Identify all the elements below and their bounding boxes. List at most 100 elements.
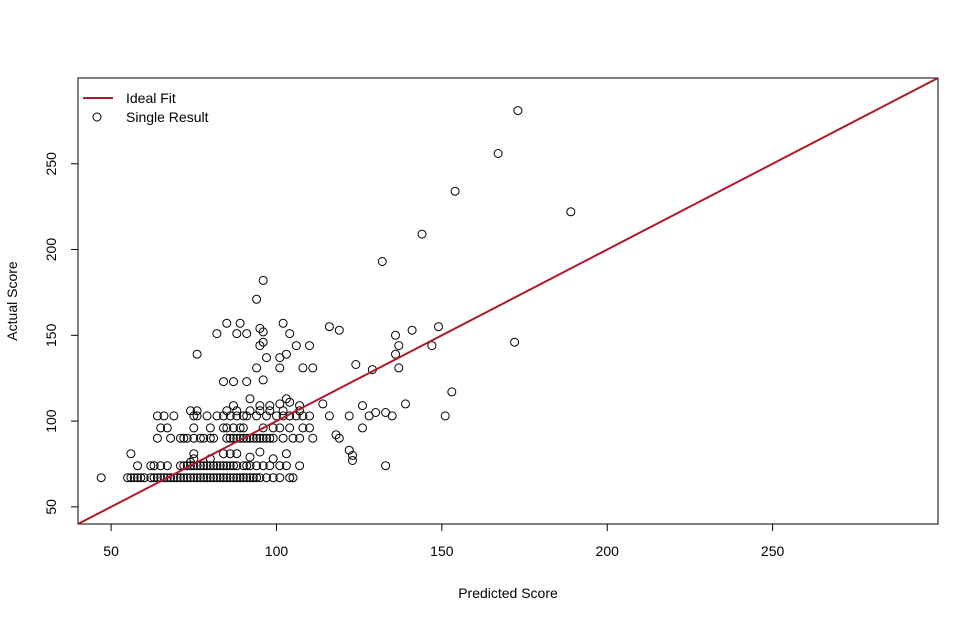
data-point — [417, 229, 427, 239]
data-point — [238, 433, 248, 443]
data-point — [255, 406, 265, 416]
data-point — [255, 323, 265, 333]
data-point — [262, 433, 271, 443]
data-point — [229, 401, 238, 411]
data-point — [344, 445, 354, 455]
data-point — [358, 423, 367, 433]
data-point — [126, 473, 136, 483]
data-point — [252, 461, 262, 471]
data-point — [252, 433, 262, 443]
data-point — [229, 461, 238, 471]
data-point — [202, 411, 212, 421]
data-point — [281, 349, 291, 359]
data-point — [222, 406, 232, 416]
data-point — [162, 461, 172, 471]
data-point — [258, 461, 268, 471]
data-point — [123, 473, 133, 483]
legend-single-result-label: Single Result — [126, 109, 209, 125]
x-tick-label: 200 — [596, 543, 620, 559]
points-layer — [96, 106, 576, 483]
data-point — [268, 473, 278, 483]
data-point — [334, 433, 344, 443]
data-point — [245, 394, 255, 404]
data-point — [212, 329, 222, 339]
data-point — [371, 408, 381, 417]
data-point — [334, 325, 344, 335]
data-point — [285, 423, 295, 433]
x-axis: 50 100 150 200 250 — [103, 523, 785, 559]
data-point — [242, 473, 252, 483]
data-point — [285, 329, 295, 339]
data-point — [182, 433, 192, 443]
data-point — [156, 461, 166, 471]
data-point — [272, 411, 281, 421]
data-point — [192, 411, 202, 421]
data-point — [202, 473, 212, 483]
data-point — [252, 473, 262, 483]
data-point — [235, 318, 245, 328]
data-point — [447, 387, 457, 397]
data-point — [189, 423, 199, 433]
data-point — [275, 461, 285, 471]
data-point — [149, 473, 159, 483]
data-point — [252, 294, 262, 304]
data-point — [172, 473, 182, 483]
data-point — [252, 411, 262, 421]
data-point — [169, 411, 179, 421]
data-point — [275, 473, 285, 483]
data-point — [126, 449, 136, 459]
data-point — [288, 473, 298, 483]
data-point — [242, 377, 252, 387]
data-point — [235, 473, 245, 483]
data-point — [152, 411, 162, 421]
data-point — [265, 433, 275, 443]
x-axis-label: Predicted Score — [458, 585, 558, 601]
data-point — [229, 473, 238, 483]
data-point — [186, 473, 195, 483]
data-point — [440, 411, 450, 421]
data-point — [391, 349, 400, 359]
data-point — [192, 406, 202, 416]
data-point — [146, 461, 156, 471]
data-point — [199, 433, 209, 443]
data-point — [179, 433, 189, 443]
data-point — [205, 461, 215, 471]
data-point — [219, 461, 228, 471]
data-point — [258, 275, 268, 285]
data-point — [252, 363, 262, 373]
data-point — [305, 411, 314, 421]
data-point — [566, 207, 576, 217]
data-point — [96, 473, 106, 483]
data-point — [258, 375, 268, 385]
data-point — [242, 461, 252, 471]
data-point — [162, 473, 172, 483]
data-point — [493, 149, 503, 158]
data-point — [149, 461, 159, 471]
data-point — [255, 401, 265, 411]
legend-single-result-swatch — [92, 112, 102, 122]
data-point — [450, 186, 460, 196]
data-point — [162, 423, 172, 433]
data-point — [222, 461, 232, 471]
data-point — [189, 449, 199, 459]
data-point — [265, 401, 275, 411]
data-point — [255, 447, 265, 457]
data-point — [199, 461, 209, 471]
data-point — [377, 257, 387, 266]
data-point — [248, 473, 258, 483]
data-point — [510, 337, 520, 347]
y-tick-label: 100 — [43, 409, 59, 433]
data-point — [275, 363, 285, 373]
data-point — [308, 433, 318, 443]
y-tick-label: 200 — [43, 238, 59, 262]
data-point — [281, 461, 291, 471]
data-point — [133, 461, 142, 471]
data-point — [176, 433, 185, 443]
data-point — [129, 473, 139, 483]
data-point — [195, 433, 205, 443]
data-point — [281, 449, 291, 459]
data-point — [348, 450, 357, 460]
data-point — [245, 406, 255, 416]
data-point — [348, 456, 357, 465]
